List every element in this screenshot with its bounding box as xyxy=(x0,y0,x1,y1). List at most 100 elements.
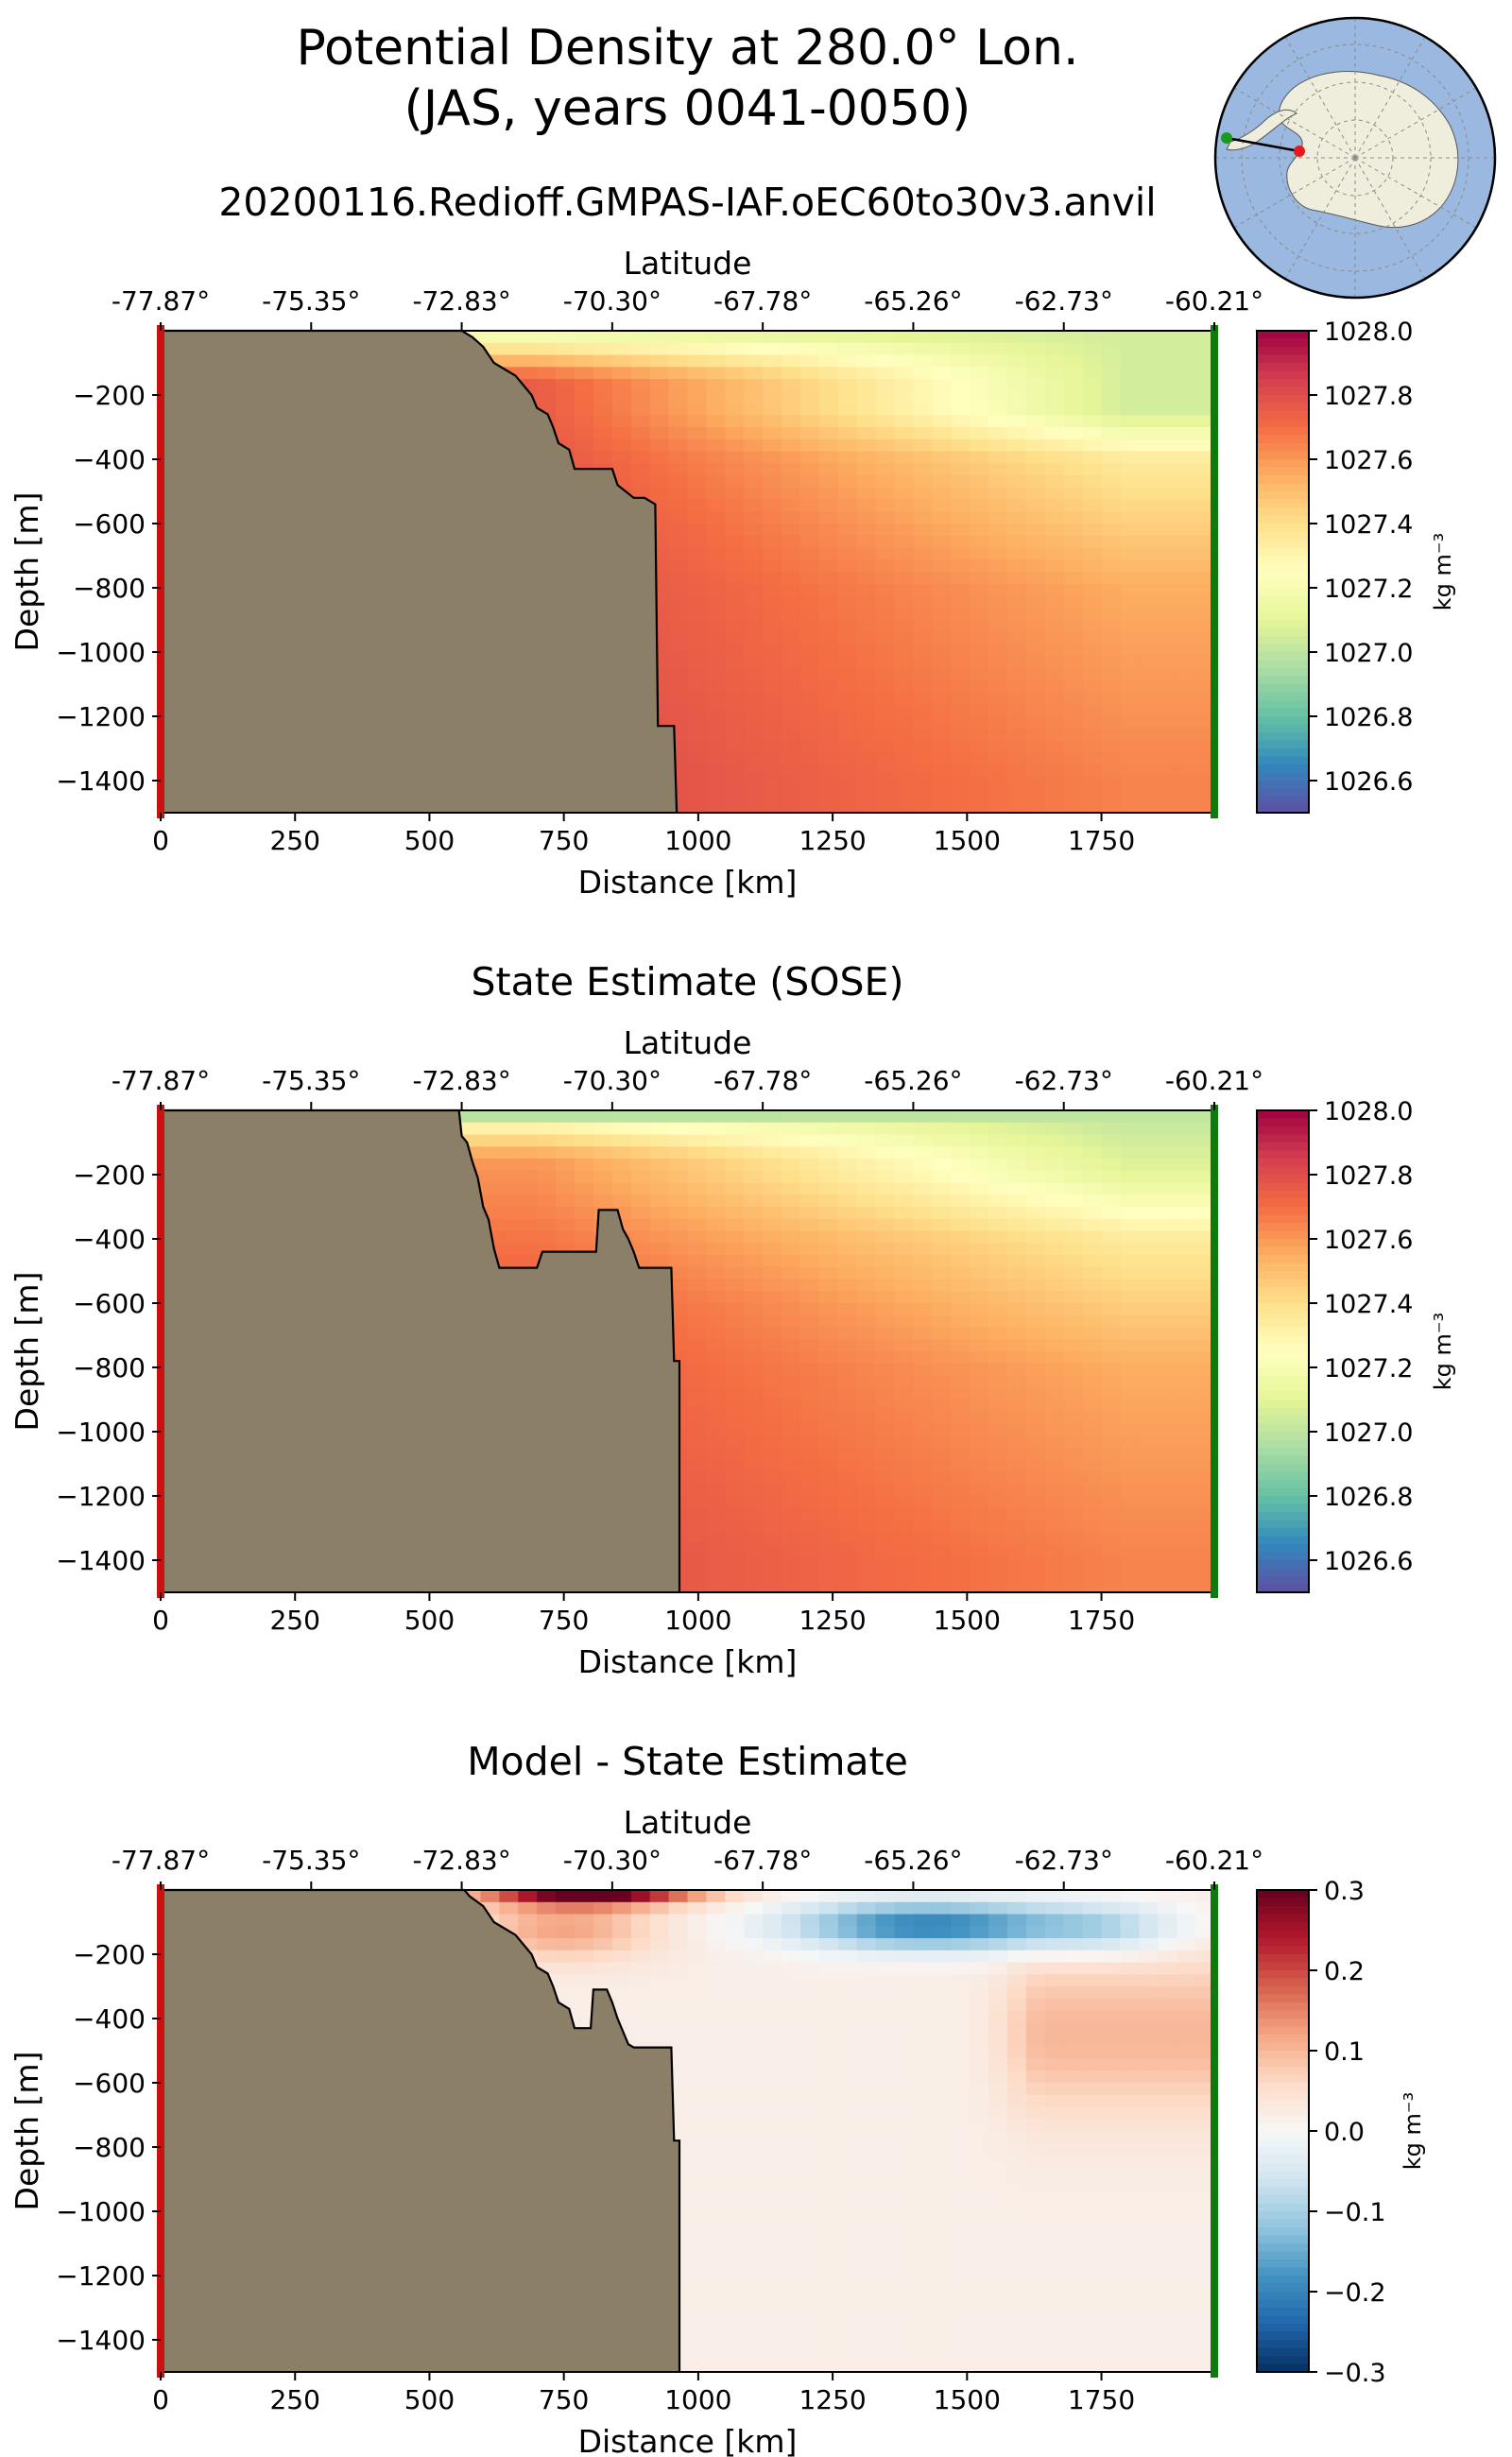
colorbar-tick-label: 1026.6 xyxy=(1324,1547,1413,1576)
heatmap-cell xyxy=(1044,1314,1065,1329)
heatmap-cell xyxy=(744,776,764,790)
heatmap-cell xyxy=(1158,1170,1177,1184)
heatmap-cell xyxy=(837,692,858,706)
heatmap-cell xyxy=(856,1532,877,1545)
heatmap-cell xyxy=(1007,1243,1027,1256)
heatmap-cell xyxy=(913,427,934,440)
heatmap-cell xyxy=(894,1568,915,1582)
heatmap-cell xyxy=(649,1134,670,1148)
heatmap-cell xyxy=(951,752,971,765)
heatmap-cell xyxy=(630,1146,651,1160)
heatmap-cell xyxy=(913,1279,934,1293)
heatmap-cell xyxy=(875,499,896,513)
heatmap-cell xyxy=(1158,1218,1177,1232)
colorbar-swatch xyxy=(1257,1471,1309,1481)
heatmap-cell xyxy=(725,511,745,524)
heatmap-cell xyxy=(763,1255,782,1268)
heatmap-cell xyxy=(837,463,858,476)
heatmap-cell xyxy=(1063,403,1084,417)
heatmap-cell xyxy=(913,499,934,513)
heatmap-cell xyxy=(1177,1207,1196,1220)
heatmap-cell xyxy=(744,1411,764,1425)
heatmap-cell xyxy=(706,1207,727,1220)
heatmap-cell xyxy=(1082,572,1103,585)
heatmap-cell xyxy=(1177,728,1196,742)
heatmap-cell xyxy=(837,1400,858,1413)
heatmap-cell xyxy=(1158,631,1177,645)
heatmap-cell xyxy=(970,776,989,790)
heatmap-cell xyxy=(1007,354,1027,369)
heatmap-cell xyxy=(818,788,839,802)
heatmap-cell xyxy=(856,1387,877,1400)
heatmap-cell xyxy=(1082,463,1103,476)
heatmap-cell xyxy=(1158,1423,1177,1437)
heatmap-cell xyxy=(932,800,952,813)
heatmap-cell xyxy=(668,535,689,549)
heatmap-cell xyxy=(951,1471,971,1486)
section-end-edge xyxy=(1211,1105,1218,1598)
heatmap-cell xyxy=(1120,620,1141,633)
heatmap-cell xyxy=(1082,547,1103,561)
heatmap-cell xyxy=(1177,1122,1196,1136)
heatmap-cell xyxy=(1101,765,1122,778)
heatmap-cell xyxy=(782,342,801,356)
heatmap-cell xyxy=(1082,704,1103,717)
heatmap-cell xyxy=(649,342,670,356)
heatmap-cell xyxy=(800,1291,820,1304)
heatmap-cell xyxy=(1177,1159,1196,1172)
heatmap-cell xyxy=(800,800,820,813)
heatmap-cell xyxy=(782,1314,801,1329)
heatmap-cell xyxy=(1025,438,1046,453)
heatmap-cell xyxy=(970,572,989,585)
heatmap-cell xyxy=(1195,679,1214,694)
heatmap-cell xyxy=(1177,1387,1196,1400)
heatmap-cell xyxy=(575,1230,594,1245)
heatmap-cell xyxy=(1158,535,1177,549)
heatmap-cell xyxy=(800,487,820,501)
heatmap-cell xyxy=(1082,1387,1103,1400)
heatmap-cell xyxy=(988,752,1008,765)
heatmap-cell xyxy=(818,583,839,597)
heatmap-cell xyxy=(1082,379,1103,392)
heatmap-cell xyxy=(800,1255,820,1268)
heatmap-cell xyxy=(1158,1375,1177,1389)
heatmap-cell xyxy=(856,547,877,561)
heatmap-cell xyxy=(894,679,915,694)
heatmap-cell xyxy=(1063,1110,1084,1124)
heatmap-cell xyxy=(1044,1387,1065,1400)
heatmap-cell xyxy=(687,438,708,453)
heatmap-cell xyxy=(875,1327,896,1341)
heatmap-cell xyxy=(706,704,727,717)
heatmap-cell xyxy=(1025,1146,1046,1160)
heatmap-cell xyxy=(913,788,934,802)
heatmap-cell xyxy=(800,415,820,428)
x-tick-label: 0 xyxy=(152,825,169,856)
heatmap-cell xyxy=(951,776,971,790)
heatmap-cell xyxy=(706,716,727,730)
heatmap-cell xyxy=(800,644,820,658)
heatmap-cell xyxy=(913,1496,934,1509)
heatmap-cell xyxy=(1120,1243,1141,1256)
heatmap-cell xyxy=(951,1568,971,1582)
heatmap-cell xyxy=(818,438,839,453)
heatmap-cell xyxy=(763,354,782,369)
heatmap-cell xyxy=(593,1194,613,1208)
heatmap-cell xyxy=(818,1243,839,1256)
heatmap-cell xyxy=(782,499,801,513)
colorbar-swatch xyxy=(1257,1407,1309,1417)
heatmap-cell xyxy=(1063,1170,1084,1184)
x-tick-label: 750 xyxy=(539,825,589,856)
heatmap-cell xyxy=(913,728,934,742)
heatmap-cell xyxy=(649,1159,670,1172)
heatmap-cell xyxy=(951,1423,971,1437)
heatmap-cell xyxy=(556,415,576,428)
heatmap-cell xyxy=(763,1291,782,1304)
colorbar-swatch xyxy=(1257,627,1309,637)
heatmap-cell xyxy=(630,390,651,404)
heatmap-cell xyxy=(782,1544,801,1557)
heatmap-cell xyxy=(837,331,858,344)
heatmap-cell xyxy=(1101,354,1122,369)
heatmap-cell xyxy=(537,354,557,369)
heatmap-cell xyxy=(763,1218,782,1232)
x-tick-label: 1750 xyxy=(1068,1605,1135,1636)
